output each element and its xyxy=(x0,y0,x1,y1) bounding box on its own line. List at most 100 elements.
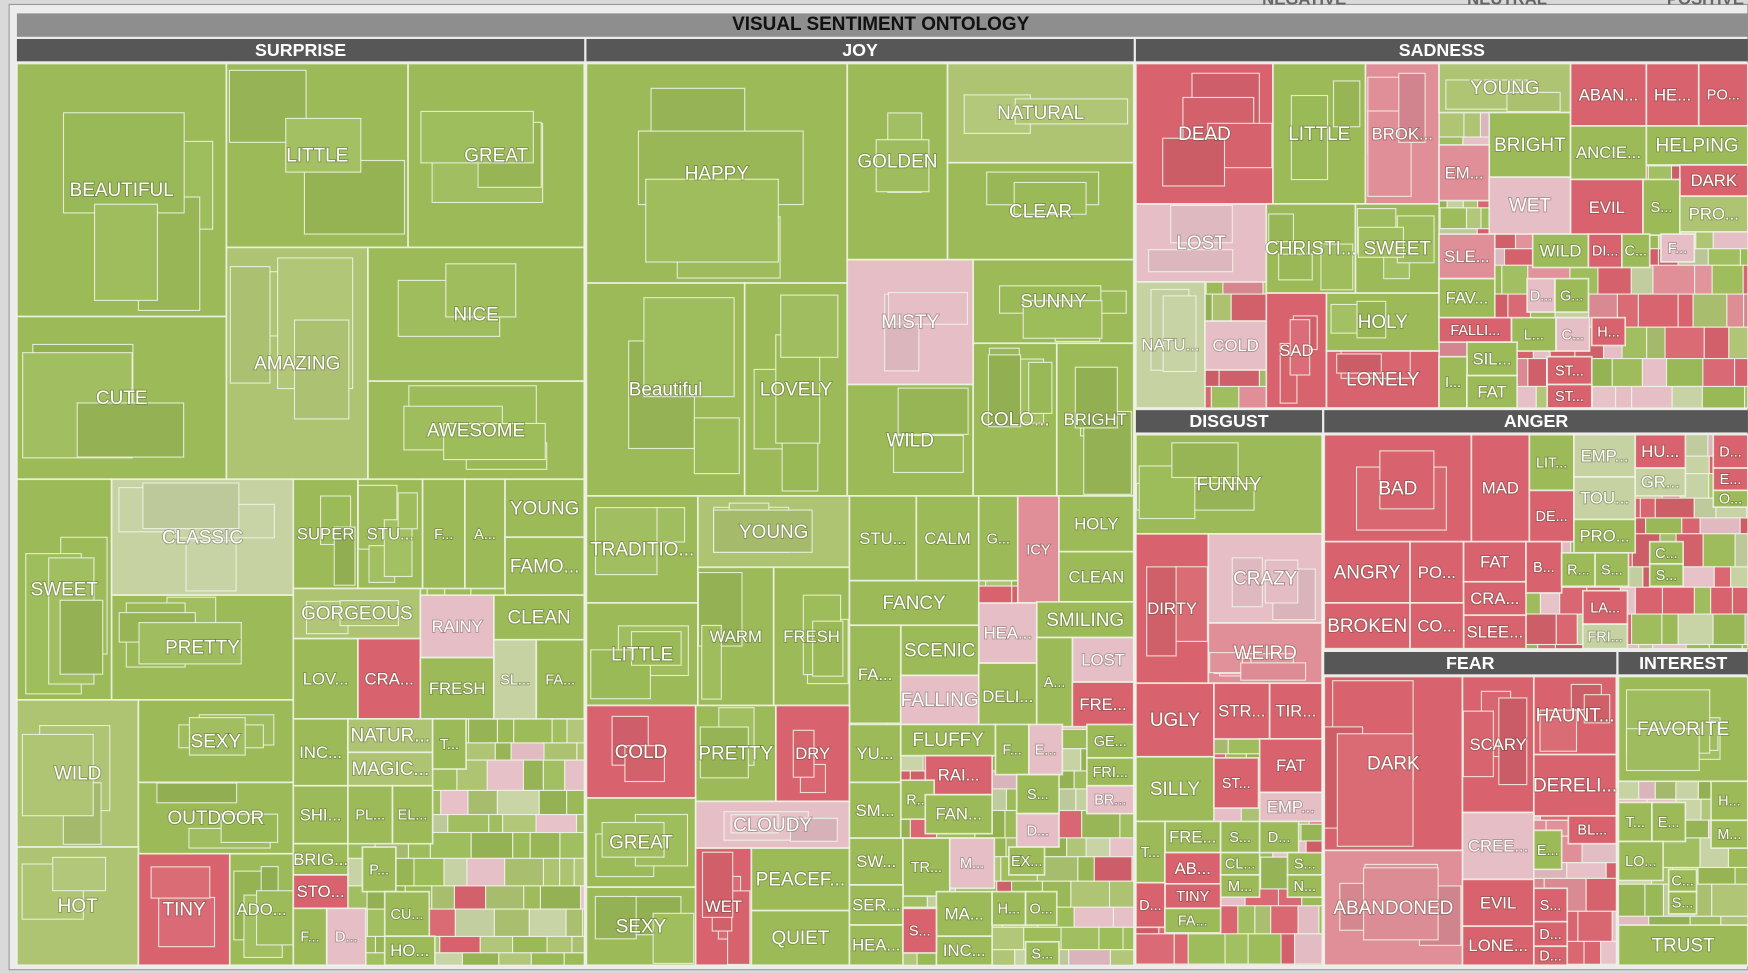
cell-texture xyxy=(21,733,94,817)
cell-texture xyxy=(138,622,242,665)
treemap-cell xyxy=(292,874,349,910)
cell-label: FA... xyxy=(858,665,892,684)
cell-label: ABAN... xyxy=(1579,85,1638,104)
cell-label: GE... xyxy=(1094,734,1127,750)
tile xyxy=(1694,264,1713,295)
cell-label: PO... xyxy=(1707,88,1740,104)
tile xyxy=(496,789,540,816)
cell-texture xyxy=(445,263,517,318)
cell-label: ST... xyxy=(1222,776,1251,792)
tile xyxy=(542,759,566,792)
tile xyxy=(1734,358,1748,388)
treemap-cell xyxy=(383,890,431,938)
cell-label: CALM xyxy=(924,529,970,548)
cell-label: DELI... xyxy=(982,687,1033,706)
cell-texture xyxy=(158,896,216,948)
treemap-cell xyxy=(383,935,436,967)
tile xyxy=(529,831,561,859)
cell-texture xyxy=(1332,80,1361,128)
cell-label: ANGRY xyxy=(1334,562,1401,583)
cell-label: FAT xyxy=(1477,382,1506,401)
tile xyxy=(1630,264,1654,295)
cell-label: FALLI... xyxy=(1450,323,1500,339)
tile xyxy=(1060,926,1100,951)
cell-texture xyxy=(142,482,240,530)
cell-label: A... xyxy=(1044,675,1066,691)
tile xyxy=(1697,866,1736,885)
cell-label: LOST xyxy=(1176,233,1226,254)
cell-texture xyxy=(654,507,686,543)
cell-label: AMAZING xyxy=(254,353,340,374)
tile xyxy=(1711,264,1744,295)
tile xyxy=(564,759,585,792)
tile xyxy=(1711,883,1748,917)
cell-label: CRA... xyxy=(365,669,414,688)
cell-label: SLE... xyxy=(1444,247,1490,266)
tile xyxy=(1299,963,1323,966)
tile xyxy=(538,789,568,816)
cell-label: BRIGHT xyxy=(1064,410,1127,429)
cell-texture xyxy=(780,294,839,358)
cell-label: DERELI... xyxy=(1533,775,1617,796)
treemap-cell xyxy=(464,478,506,590)
treemap-cell xyxy=(535,638,586,720)
cell-label: F... xyxy=(1668,241,1687,257)
cell-label: SER... xyxy=(852,896,900,915)
tile xyxy=(1707,248,1741,266)
tile xyxy=(439,935,481,954)
cell-label: D... xyxy=(335,930,358,946)
cell-label: WET xyxy=(705,897,742,916)
tile xyxy=(1318,905,1323,935)
tile xyxy=(1122,926,1135,951)
cell-label: SM... xyxy=(856,801,895,820)
tile xyxy=(1187,933,1226,965)
cell-label: CLEAR xyxy=(1009,201,1072,222)
cell-label: D... xyxy=(1027,823,1050,839)
tile xyxy=(1070,880,1111,908)
cell-label: ABANDONED xyxy=(1333,898,1453,919)
cell-label: DIRTY xyxy=(1147,599,1197,618)
tile xyxy=(1617,883,1646,917)
cell-label: COLD xyxy=(1212,336,1258,355)
tile xyxy=(1527,358,1548,388)
cell-label: FRE... xyxy=(1079,695,1126,714)
tile xyxy=(1708,643,1743,650)
legend-negative: NEGATIVE xyxy=(1262,0,1346,8)
tile xyxy=(1611,358,1643,388)
cell-label: HOLY xyxy=(1074,514,1118,533)
tile xyxy=(1661,613,1679,646)
cell-texture xyxy=(293,319,350,420)
tile xyxy=(1537,643,1557,650)
tile xyxy=(1630,613,1663,646)
cell-label: TINY xyxy=(163,900,207,921)
cell-label: ST... xyxy=(1555,389,1584,405)
tile xyxy=(510,742,545,761)
tile xyxy=(1654,497,1695,519)
cell-label: OUTDOOR xyxy=(167,808,264,829)
cell-label: HEA... xyxy=(852,936,900,955)
cell-texture xyxy=(443,422,546,461)
cell-label: F... xyxy=(1003,742,1022,758)
tile xyxy=(528,908,567,938)
cell-label: S... xyxy=(1294,857,1316,873)
tile xyxy=(1677,613,1714,646)
cell-label: HELPING xyxy=(1656,136,1739,157)
tile xyxy=(496,717,515,744)
tile xyxy=(502,813,537,834)
tile xyxy=(1638,643,1654,650)
tile xyxy=(431,885,456,910)
cell-label: PRETTY xyxy=(698,744,773,765)
tile xyxy=(1654,779,1677,800)
cell-texture xyxy=(94,203,158,301)
tile xyxy=(1652,264,1696,295)
cell-label: DRY xyxy=(795,744,830,763)
cell-label: BL... xyxy=(1577,823,1607,839)
cell-label: WILD xyxy=(54,764,101,785)
tile xyxy=(559,831,585,859)
cell-label: RAINY xyxy=(432,617,483,636)
cell-label: EVIL xyxy=(1589,198,1625,217)
tile xyxy=(1744,385,1748,409)
tile xyxy=(443,857,468,887)
tile xyxy=(1564,963,1601,966)
tile xyxy=(1294,933,1323,965)
